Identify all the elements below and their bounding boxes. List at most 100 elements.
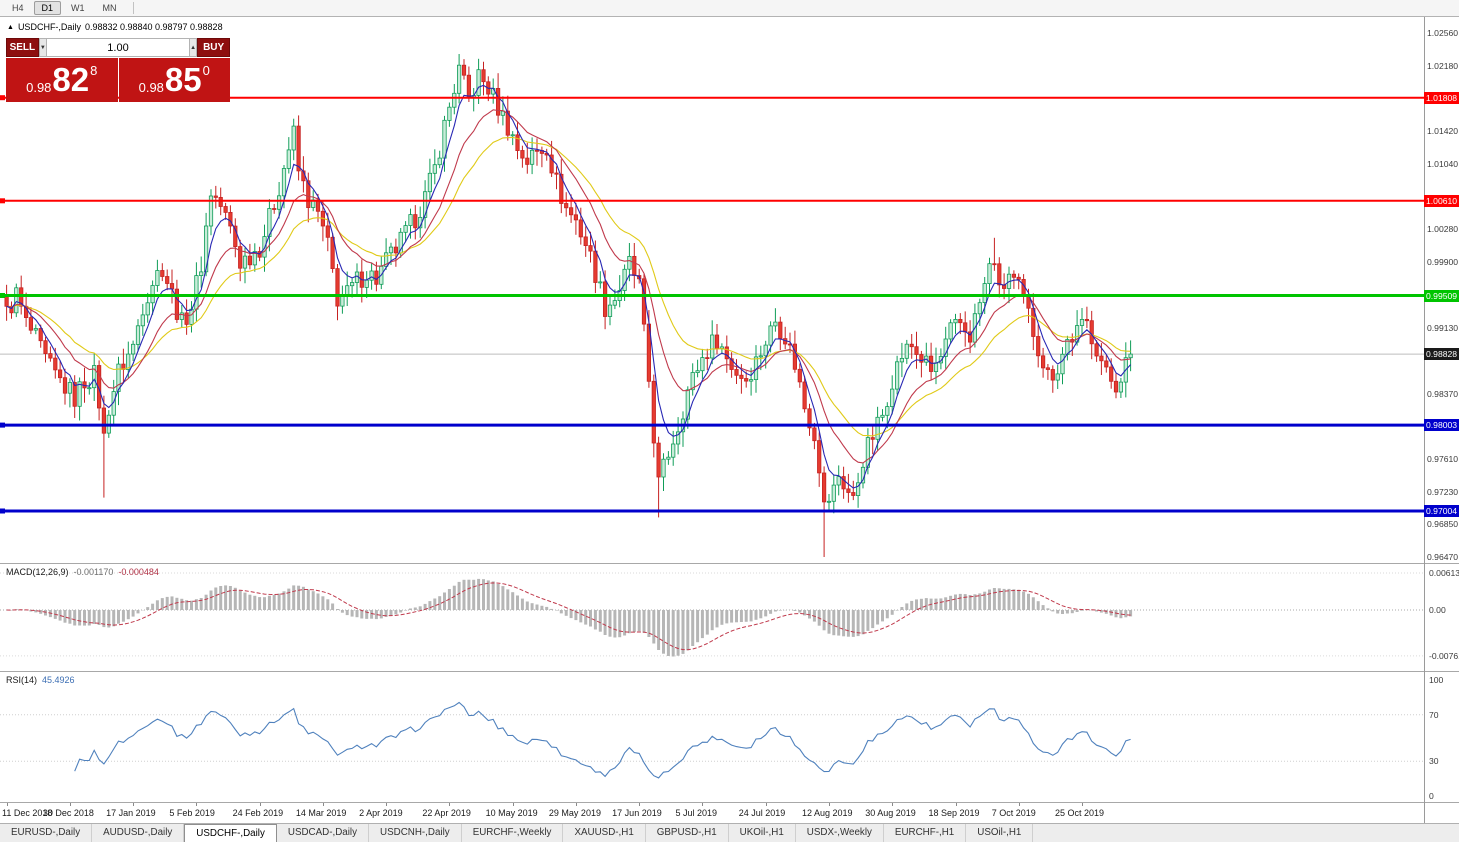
volume-increase-button[interactable]: ▲: [189, 38, 197, 57]
symbol-direction-icon: ▲: [7, 23, 14, 32]
buy-price-pip: 0: [203, 63, 210, 78]
date-tick: [956, 803, 957, 806]
date-tick: [576, 803, 577, 806]
macd-label: MACD(12,26,9) -0.001170 -0.000484: [6, 567, 159, 577]
macd-chart[interactable]: [0, 564, 1459, 671]
sell-price-display[interactable]: 0.98 82 8: [6, 58, 118, 102]
price-axis-label: 0.97610: [1427, 454, 1458, 464]
price-tag: 1.00610: [1424, 195, 1459, 207]
date-label: 7 Oct 2019: [992, 808, 1036, 818]
timeframe-w1-button[interactable]: W1: [63, 1, 93, 15]
date-label: 17 Jun 2019: [612, 808, 662, 818]
level-line-handle[interactable]: [0, 198, 5, 203]
date-tick: [449, 803, 450, 806]
volume-input[interactable]: [47, 38, 189, 57]
chart-tab-usdcad[interactable]: USDCAD-,Daily: [277, 824, 369, 842]
chart-tab-eurchf[interactable]: EURCHF-,Weekly: [462, 824, 564, 842]
macd-main-value: -0.001170: [74, 567, 114, 577]
date-tick: [829, 803, 830, 806]
date-label: 30 Aug 2019: [865, 808, 916, 818]
chart-tab-usdx[interactable]: USDX-,Weekly: [796, 824, 884, 842]
price-axis-label: 0.99130: [1427, 323, 1458, 333]
price-axis-label: 1.01040: [1427, 159, 1458, 169]
rsi-line: [75, 703, 1131, 778]
price-tag: 1.01808: [1424, 92, 1459, 104]
date-tick: [513, 803, 514, 806]
date-tick: [639, 803, 640, 806]
date-tick: [702, 803, 703, 806]
chart-tab-gbpusd[interactable]: GBPUSD-,H1: [646, 824, 729, 842]
date-label: 17 Jan 2019: [106, 808, 156, 818]
price-chart-panel: ▲ USDCHF-,Daily 0.98832 0.98840 0.98797 …: [0, 17, 1459, 563]
price-tag: 0.98003: [1424, 419, 1459, 431]
level-line-handle[interactable]: [0, 95, 5, 100]
price-tag: 0.97004: [1424, 505, 1459, 517]
buy-price-main: 85: [165, 58, 202, 102]
chart-tab-usoil[interactable]: USOil-,H1: [966, 824, 1033, 842]
sell-price-pip: 8: [90, 63, 97, 78]
ma-fast-line: [7, 85, 1131, 488]
date-tick: [1019, 803, 1020, 806]
rsi-axis-label: 70: [1429, 710, 1439, 720]
date-label: 5 Jul 2019: [675, 808, 717, 818]
macd-axis-label: 0.00: [1429, 605, 1446, 615]
price-axis-label: 0.98370: [1427, 389, 1458, 399]
timeframe-h4-button[interactable]: H4: [4, 1, 32, 15]
date-label: 25 Oct 2019: [1055, 808, 1104, 818]
price-axis-label: 0.96850: [1427, 519, 1458, 529]
timeframe-d1-button[interactable]: D1: [34, 1, 62, 15]
date-label: 24 Jul 2019: [739, 808, 786, 818]
level-line-handle[interactable]: [0, 293, 5, 298]
rsi-axis-label: 0: [1429, 791, 1434, 801]
chart-ohlc-values: 0.98832 0.98840 0.98797 0.98828: [85, 22, 223, 32]
sell-button[interactable]: SELL: [6, 38, 39, 57]
price-tag: 0.98828: [1424, 348, 1459, 360]
chart-tab-eurusd[interactable]: EURUSD-,Daily: [0, 824, 92, 842]
ma-mid-line: [7, 110, 1131, 463]
level-line-handle[interactable]: [0, 423, 5, 428]
price-axis-label: 0.96470: [1427, 552, 1458, 562]
date-label: 12 Aug 2019: [802, 808, 853, 818]
buy-price-prefix: 0.98: [139, 80, 164, 95]
candles: [5, 54, 1132, 557]
price-axis-label: 1.02560: [1427, 28, 1458, 38]
date-tick: [260, 803, 261, 806]
bid-ask-display: 0.98 82 8 0.98 85 0: [6, 58, 230, 102]
chart-tab-xauusd[interactable]: XAUUSD-,H1: [563, 824, 645, 842]
timeframe-mn-button[interactable]: MN: [95, 1, 125, 15]
chart-title: USDCHF-,Daily: [18, 22, 81, 32]
level-line-handle[interactable]: [0, 509, 5, 514]
date-tick: [196, 803, 197, 806]
date-label: 30 Dec 2018: [43, 808, 94, 818]
chart-tab-usdcnh[interactable]: USDCNH-,Daily: [369, 824, 462, 842]
buy-price-display[interactable]: 0.98 85 0: [119, 58, 231, 102]
date-tick: [892, 803, 893, 806]
date-label: 5 Feb 2019: [169, 808, 215, 818]
buy-button[interactable]: BUY: [197, 38, 230, 57]
rsi-label: RSI(14) 45.4926: [6, 675, 75, 685]
chart-tab-ukoil[interactable]: UKOil-,H1: [729, 824, 796, 842]
macd-signal-value: -0.000484: [118, 567, 159, 577]
volume-decrease-button[interactable]: ▼: [39, 38, 47, 57]
date-label: 10 May 2019: [486, 808, 538, 818]
date-label: 24 Feb 2019: [233, 808, 284, 818]
macd-axis-label: -0.00761: [1429, 651, 1459, 661]
chart-tab-eurchf[interactable]: EURCHF-,H1: [884, 824, 966, 842]
price-axis-label: 1.00280: [1427, 224, 1458, 234]
date-tick: [1082, 803, 1083, 806]
date-label: 22 Apr 2019: [422, 808, 471, 818]
macd-name: MACD(12,26,9): [6, 567, 69, 577]
macd-signal-line: [7, 583, 1131, 650]
chart-tab-usdchf[interactable]: USDCHF-,Daily: [184, 824, 277, 842]
date-tick: [133, 803, 134, 806]
macd-indicator-panel: MACD(12,26,9) -0.001170 -0.000484 0.0061…: [0, 563, 1459, 671]
date-tick: [766, 803, 767, 806]
ma-slow-line: [7, 137, 1131, 436]
price-axis-label: 1.02180: [1427, 61, 1458, 71]
rsi-chart[interactable]: [0, 672, 1459, 802]
price-axis-label: 0.99900: [1427, 257, 1458, 267]
chart-tab-audusd[interactable]: AUDUSD-,Daily: [92, 824, 184, 842]
